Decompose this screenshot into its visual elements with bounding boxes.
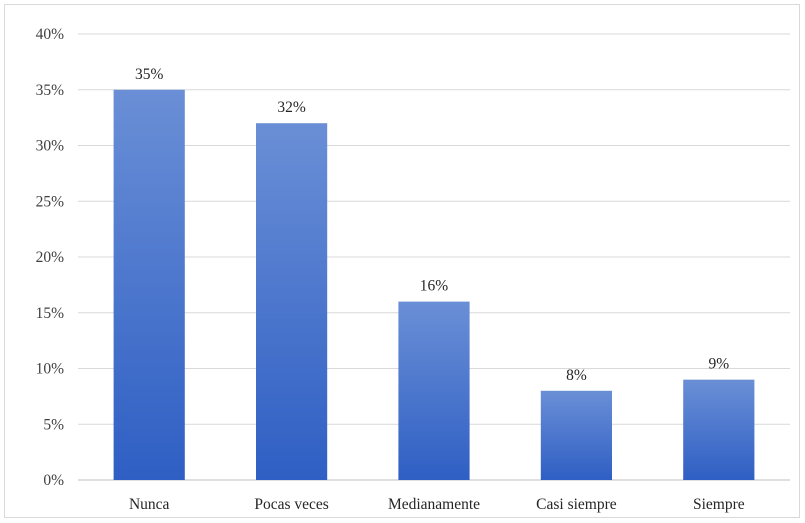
y-tick-label: 20% (36, 249, 65, 266)
x-category-label: Pocas veces (254, 496, 328, 513)
y-tick-label: 10% (36, 361, 65, 378)
data-label: 9% (708, 356, 729, 373)
y-axis-tick-labels: 0% 5% 10% 15% 20% 25% 30% 35% 40% (36, 26, 65, 489)
x-category-label: Medianamente (388, 496, 480, 513)
bars (113, 89, 755, 480)
x-category-label: Siempre (693, 496, 745, 513)
bar (113, 89, 185, 480)
data-labels: 35% 32% 16% 8% 9% (135, 66, 729, 384)
data-label: 8% (566, 367, 587, 384)
y-tick-label: 15% (36, 305, 65, 322)
bar (398, 301, 470, 480)
data-label: 35% (135, 66, 164, 83)
x-axis-category-labels: Nunca Pocas veces Medianamente Casi siempre… (129, 496, 745, 513)
bar (683, 379, 755, 480)
y-tick-label: 40% (36, 26, 65, 43)
data-label: 32% (277, 99, 306, 116)
data-label: 16% (420, 278, 449, 295)
y-tick-label: 0% (43, 472, 64, 489)
bar (256, 123, 328, 480)
bar (540, 390, 612, 480)
y-tick-label: 35% (36, 82, 65, 99)
y-tick-label: 30% (36, 138, 65, 155)
gridlines (78, 33, 790, 481)
y-tick-label: 5% (43, 416, 64, 433)
x-category-label: Nunca (129, 496, 170, 513)
x-category-label: Casi siempre (536, 496, 617, 513)
y-tick-label: 25% (36, 193, 65, 210)
